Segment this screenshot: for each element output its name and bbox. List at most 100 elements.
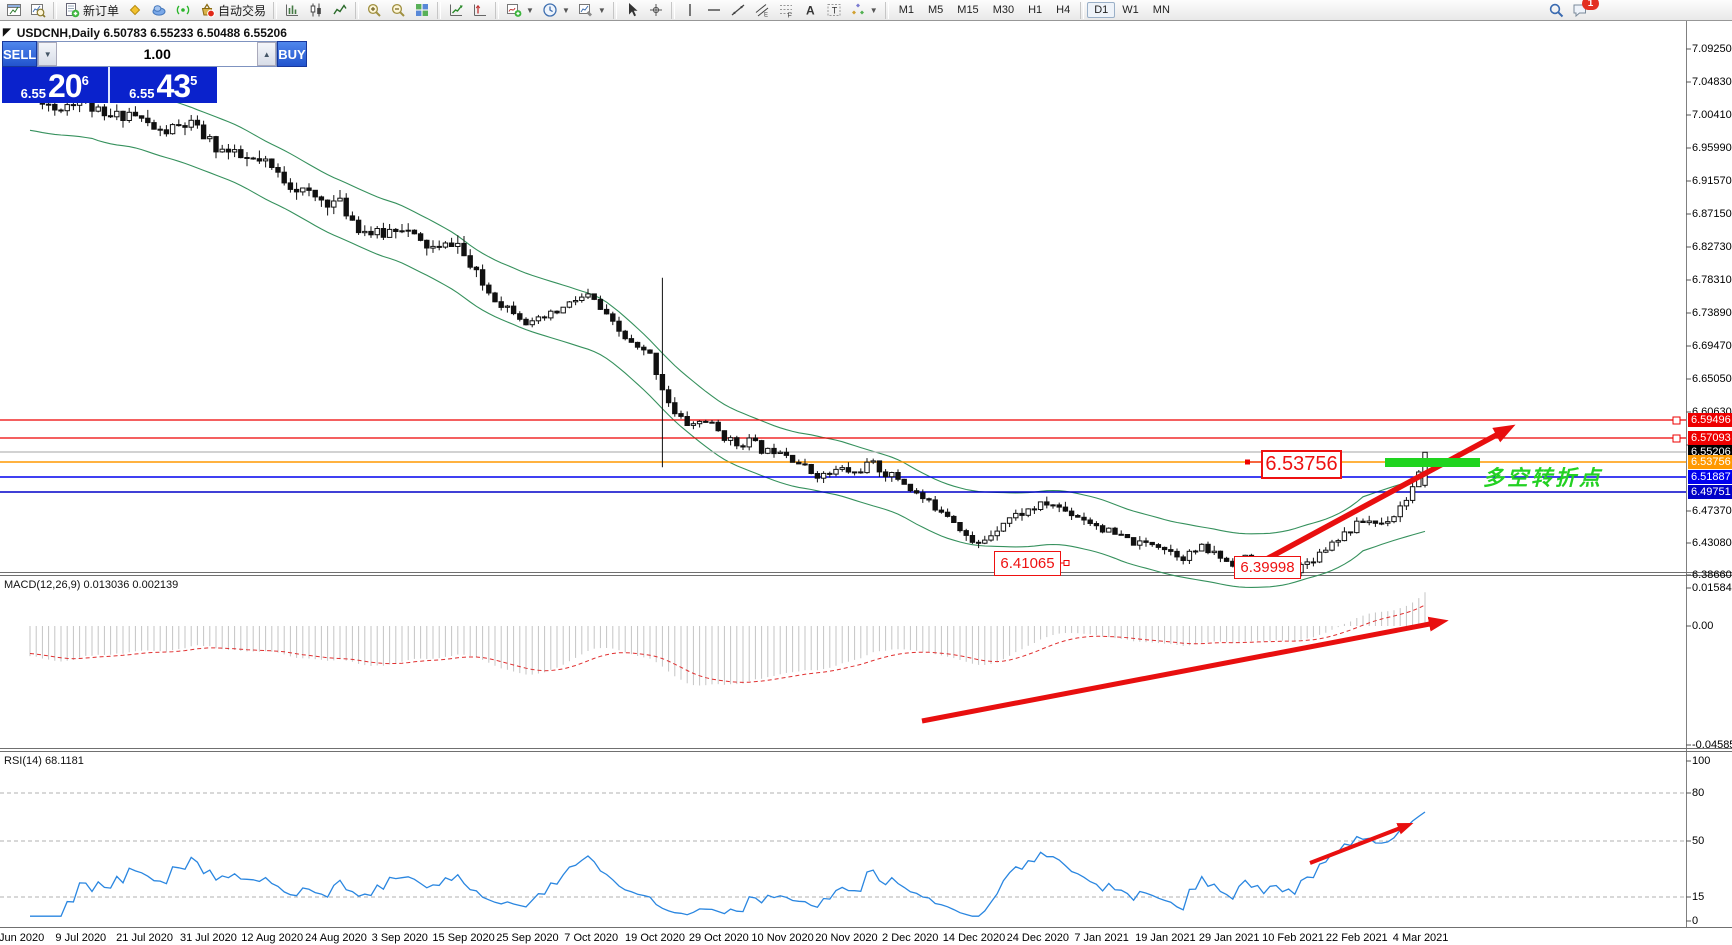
horizontal-level-lines[interactable] [0, 416, 1686, 493]
chevron-down-icon[interactable]: ▼ [597, 5, 606, 15]
timeframe-mn-button[interactable]: MN [1152, 4, 1170, 16]
chart-title: USDCNH,Daily 6.50783 6.55233 6.50488 6.5… [16, 26, 287, 40]
sell-button[interactable]: SELL [2, 41, 38, 67]
candlesticks[interactable] [27, 80, 1428, 577]
vline-icon [689, 4, 691, 16]
price-axis-label: 6.47370 [1692, 505, 1732, 517]
timeframe-m5-button[interactable]: M5 [928, 4, 944, 16]
vertical-line-button[interactable] [678, 0, 702, 21]
macd-histogram [29, 592, 1426, 686]
horizontal-line-button[interactable] [702, 0, 726, 21]
rsi-axis-label: 80 [1692, 787, 1705, 799]
zoom-in-button[interactable] [362, 0, 386, 21]
market-watch-button[interactable] [123, 0, 147, 21]
date-axis-label: 29 Jan 2021 [1198, 932, 1260, 944]
add-indicator-button[interactable]: ▼ [502, 0, 538, 21]
trend-arrows[interactable] [921, 424, 1516, 865]
rsi-label: RSI(14) 68.1181 [4, 755, 84, 767]
docplus-icon [66, 3, 80, 18]
trendline-button[interactable] [726, 0, 750, 21]
price-tag-6.59496: 6.59496 [1688, 413, 1732, 427]
zoomin-icon [367, 3, 381, 17]
date-axis-label: 19 Jan 2021 [1135, 932, 1196, 944]
date-axis-label: 21 Jul 2020 [116, 932, 174, 944]
date-axis-label: 15 Sep 2020 [432, 932, 495, 944]
notifications-button[interactable]: 1 [1568, 0, 1599, 21]
volume-input[interactable] [57, 42, 258, 66]
price-label-6-53756[interactable]: 6.53756 [1261, 450, 1342, 479]
auto-trading-button[interactable]: 自动交易 [195, 0, 270, 21]
price-label-6-39998[interactable]: 6.39998 [1234, 556, 1301, 579]
fibonacci-button[interactable]: F [774, 0, 798, 21]
new-chart-button[interactable] [2, 0, 26, 21]
auto-scroll-button[interactable] [444, 0, 468, 21]
svg-text:T: T [832, 6, 838, 16]
chart-shift-button[interactable] [468, 0, 492, 21]
timeframe-m15-button[interactable]: M15 [957, 4, 979, 16]
timeframe-m30-button[interactable]: M30 [992, 4, 1015, 16]
crosshair-button[interactable] [644, 0, 668, 21]
data-window-button[interactable] [147, 0, 171, 21]
new-order-button[interactable]: 新订单 [60, 0, 123, 21]
line-chart-button[interactable] [328, 0, 352, 21]
green-highlight-rectangle[interactable] [1385, 458, 1480, 467]
volume-decrease-button[interactable]: ▼ [38, 42, 58, 66]
textT-icon: T [827, 4, 841, 16]
search-button[interactable] [1544, 0, 1568, 21]
shapes-icon [851, 3, 864, 15]
tiles-icon [416, 4, 429, 16]
price-axis-label: 7.09250 [1692, 43, 1732, 55]
macd-label: MACD(12,26,9) 0.013036 0.002139 [4, 579, 179, 591]
envelope-bands[interactable] [29, 71, 1426, 588]
tile-windows-button[interactable] [410, 0, 434, 21]
timeframe-w1-button[interactable]: W1 [1122, 4, 1139, 16]
timeframe-h4-button[interactable]: H4 [1056, 4, 1071, 16]
fibo-icon: F [779, 5, 792, 19]
price-axis-label: 6.95990 [1692, 142, 1732, 154]
trade-panel-prices: 6.55 20 6 6.55 43 5 [2, 67, 217, 103]
price-label-6-41065[interactable]: 6.41065 [994, 551, 1061, 576]
buy-price-sup: 5 [190, 73, 198, 88]
price-tag-6.49751: 6.49751 [1688, 485, 1732, 499]
channel-button[interactable]: E [750, 0, 774, 21]
candles-icon [310, 3, 321, 17]
template-button[interactable]: ▼ [574, 0, 610, 21]
turning-point-text[interactable]: 多空转折点 [1483, 467, 1603, 490]
timeframe-h1-button[interactable]: H1 [1028, 4, 1043, 16]
buy-button[interactable]: BUY [277, 41, 307, 67]
rsi-line [30, 811, 1426, 917]
date-axis-label: 2 Dec 2020 [882, 932, 939, 944]
chevron-down-icon[interactable]: ▼ [561, 5, 570, 15]
one-click-panel-toggle[interactable]: ◤ [3, 27, 11, 38]
zoom-out-button[interactable] [386, 0, 410, 21]
buy-price-small: 6.55 [129, 86, 155, 101]
date-axis-label: 22 Feb 2021 [1325, 932, 1388, 944]
shapes-button[interactable]: ▼ [846, 0, 882, 21]
auto-trading-button-label: 自动交易 [218, 3, 267, 18]
volume-increase-button[interactable]: ▲ [257, 42, 277, 66]
navigator-button[interactable] [171, 0, 195, 21]
text-label-button[interactable]: T [822, 0, 846, 21]
notification-badge: 1 [1582, 0, 1599, 10]
diamond-icon [129, 4, 141, 16]
cursor-button[interactable] [620, 0, 644, 21]
bar-chart-button[interactable] [280, 0, 304, 21]
timeframe-d1-button[interactable]: D1 [1087, 2, 1116, 18]
date-axis-label: 24 Dec 2020 [1006, 932, 1069, 944]
buy-price-button[interactable]: 6.55 43 5 [110, 67, 218, 103]
chevron-down-icon[interactable]: ▼ [526, 5, 534, 15]
main-toolbar: 新订单 自动交易 ▼ ▼ ▼ E F A T ▼ M1 M5 M15 M30 H1 H4 D1 W1 MN 1 [0, 0, 1732, 21]
sell-price-button[interactable]: 6.55 20 6 [2, 67, 110, 103]
candlestick-chart-button[interactable] [304, 0, 328, 21]
periods-button[interactable]: ▼ [538, 0, 574, 21]
price-tag-6.57093: 6.57093 [1688, 431, 1732, 445]
svg-text:F: F [787, 13, 791, 19]
price-axis-label: 6.65050 [1692, 373, 1732, 385]
profiles-button[interactable] [26, 0, 50, 21]
chevron-down-icon[interactable]: ▼ [869, 5, 878, 15]
timeframe-m1-button[interactable]: M1 [898, 4, 914, 16]
text-button[interactable]: A [798, 0, 822, 21]
price-axis-label: 6.69470 [1692, 340, 1732, 352]
toolbar-right-group: 1 [1544, 0, 1599, 21]
